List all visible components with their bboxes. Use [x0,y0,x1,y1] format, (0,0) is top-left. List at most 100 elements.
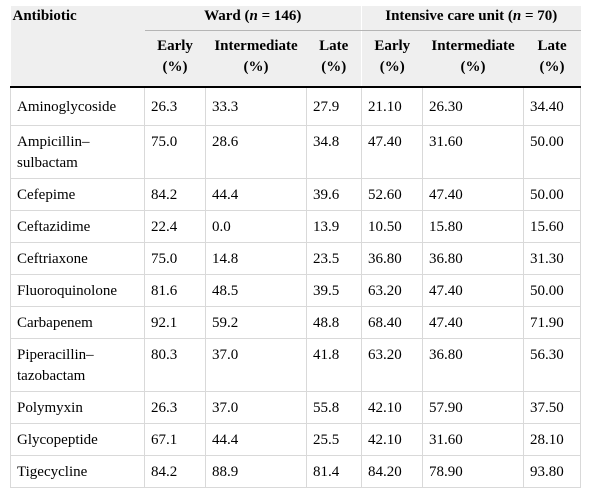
antibiotic-name: Cefepime [17,187,76,203]
subheader-icu-intermediate: Intermediate (%) [422,30,524,88]
value-cell-icu-intermediate: 57.90 [422,391,525,424]
value-cell-icu-intermediate: 15.80 [422,210,525,243]
value-cell-ward-intermediate: 59.2 [205,306,307,339]
header-row-groups: Antibiotic Ward (n = 146) Intensive care… [10,6,581,31]
subheader-label: Early [374,38,411,54]
table-row: Ceftriaxone 75.0 14.8 23.5 36.80 36.80 31.30 [10,242,582,275]
value-cell-icu-intermediate: 36.80 [422,338,525,392]
value-cell-ward-late: 25.5 [306,423,363,456]
value-cell-icu-intermediate: 47.40 [422,306,525,339]
subheader-label: Intermediate [431,38,515,54]
value-cell-ward-early: 67.1 [144,423,206,456]
value-cell-icu-early: 47.40 [361,125,424,179]
table-row: Fluoroquinolone 81.6 48.5 39.5 63.20 47.40 50.… [10,274,582,307]
value-cell-icu-intermediate: 78.90 [422,455,525,488]
group-label-prefix: Intensive care unit ( [385,8,513,24]
value-cell-ward-intermediate: 37.0 [205,391,307,424]
subheader-icu-late: Late (%) [523,30,581,88]
value-cell-icu-late: 34.40 [523,87,582,126]
subheader-label: Intermediate [214,38,298,54]
group-label-prefix: Ward ( [204,8,250,24]
antibiotic-name-continued: tazobactam [17,368,86,384]
antibiotic-name-continued: sulbactam [17,155,78,171]
antibiotic-name-cell: Tigecycline [10,455,145,488]
subheader-unit: (%) [539,59,565,75]
value-cell-icu-intermediate: 31.60 [422,423,525,456]
subheader-unit: (%) [162,59,188,75]
value-cell-icu-early: 42.10 [361,423,424,456]
antibiotic-name-cell: Carbapenem [10,306,145,339]
subheader-unit: (%) [243,59,269,75]
table-row: Ampicillin– sulbactam 75.0 28.6 34.8 47.40 31.… [10,125,582,179]
value-cell-icu-intermediate: 26.30 [422,87,525,126]
value-cell-ward-intermediate: 44.4 [205,178,307,211]
subheader-ward-intermediate: Intermediate (%) [205,30,307,88]
value-cell-ward-late: 55.8 [306,391,363,424]
subheader-ward-early: Early (%) [144,30,206,88]
antibiotic-name: Ampicillin– [17,134,90,150]
table-row: Polymyxin 26.3 37.0 55.8 42.10 57.90 37.50 [10,391,582,424]
value-cell-icu-early: 36.80 [361,242,424,275]
header-blank-cell [10,30,145,88]
subheader-unit: (%) [321,59,347,75]
value-cell-icu-intermediate: 47.40 [422,274,525,307]
antibiotic-name: Piperacillin– [17,347,94,363]
value-cell-icu-late: 31.30 [523,242,582,275]
value-cell-icu-late: 28.10 [523,423,582,456]
subheader-label: Early [157,38,193,54]
antibiotic-name: Tigecycline [17,464,88,480]
value-cell-icu-early: 63.20 [361,338,424,392]
value-cell-icu-intermediate: 31.60 [422,125,525,179]
value-cell-icu-late: 71.90 [523,306,582,339]
antibiotic-name: Ceftazidime [17,219,91,235]
table-row: Carbapenem 92.1 59.2 48.8 68.40 47.40 71.90 [10,306,582,339]
table-row: Piperacillin– tazobactam 80.3 37.0 41.8 63.20… [10,338,582,392]
value-cell-icu-late: 37.50 [523,391,582,424]
group-label-n: n [249,8,258,24]
antibiotic-name-cell: Cefepime [10,178,145,211]
value-cell-icu-early: 63.20 [361,274,424,307]
value-cell-ward-late: 81.4 [306,455,363,488]
value-cell-ward-early: 92.1 [144,306,206,339]
value-cell-icu-late: 50.00 [523,274,582,307]
subheader-unit: (%) [379,59,405,75]
value-cell-icu-late: 50.00 [523,125,582,179]
antibiotic-name-cell: Aminoglycoside [10,87,145,126]
antibiotic-name-cell: Glycopeptide [10,423,145,456]
value-cell-ward-late: 39.6 [306,178,363,211]
antibiotic-name-cell: Polymyxin [10,391,145,424]
header-antibiotic: Antibiotic [10,6,145,31]
antibiotic-resistance-table: Antibiotic Ward (n = 146) Intensive care… [10,6,582,488]
table-row: Ceftazidime 22.4 0.0 13.9 10.50 15.80 15.60 [10,210,582,243]
header-group-icu: Intensive care unit (n = 70) [361,6,581,31]
table-body: Aminoglycoside 26.3 33.3 27.9 21.10 26.30 34.4… [10,87,582,488]
subheader-label: Late [319,38,349,54]
value-cell-ward-late: 34.8 [306,125,363,179]
value-cell-icu-late: 93.80 [523,455,582,488]
value-cell-ward-intermediate: 48.5 [205,274,307,307]
value-cell-icu-early: 68.40 [361,306,424,339]
value-cell-ward-intermediate: 44.4 [205,423,307,456]
value-cell-ward-early: 84.2 [144,455,206,488]
value-cell-ward-intermediate: 33.3 [205,87,307,126]
value-cell-ward-intermediate: 0.0 [205,210,307,243]
table-row: Cefepime 84.2 44.4 39.6 52.60 47.40 50.00 [10,178,582,211]
header-group-ward: Ward (n = 146) [144,6,363,31]
antibiotic-name-cell: Ceftriaxone [10,242,145,275]
antibiotic-name-cell: Piperacillin– tazobactam [10,338,145,392]
value-cell-ward-early: 84.2 [144,178,206,211]
table-row: Glycopeptide 67.1 44.4 25.5 42.10 31.60 28.10 [10,423,582,456]
value-cell-ward-early: 26.3 [144,87,206,126]
value-cell-ward-late: 27.9 [306,87,363,126]
group-label-n: n [512,8,522,24]
antibiotic-name-cell: Fluoroquinolone [10,274,145,307]
value-cell-ward-early: 22.4 [144,210,206,243]
value-cell-icu-intermediate: 36.80 [422,242,525,275]
value-cell-ward-early: 75.0 [144,242,206,275]
subheader-ward-late: Late (%) [306,30,363,88]
subheader-unit: (%) [460,59,486,75]
antibiotic-name: Aminoglycoside [17,99,117,115]
value-cell-icu-early: 52.60 [361,178,424,211]
header-row-periods: Early (%) Intermediate (%) Late (%) Early (%… [10,30,581,88]
table-row: Tigecycline 84.2 88.9 81.4 84.20 78.90 93.80 [10,455,582,488]
